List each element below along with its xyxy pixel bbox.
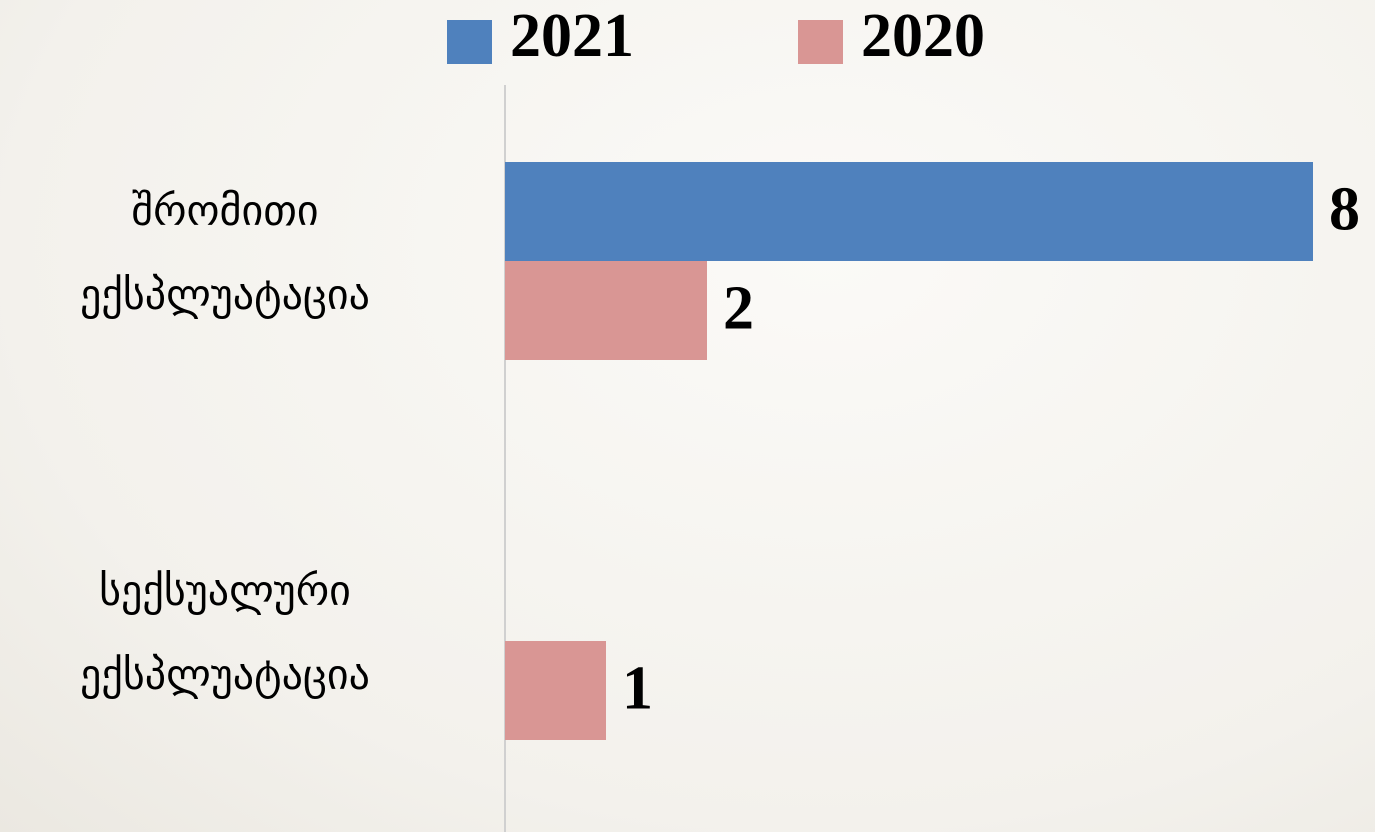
legend-swatch xyxy=(798,20,843,64)
bar xyxy=(505,641,606,740)
legend-label: 2021 xyxy=(510,2,634,70)
bar xyxy=(505,261,707,360)
category-label: შრომითი ექსპლუატაცია xyxy=(80,186,370,319)
category-label: სექსუალური ექსპლუატაცია xyxy=(80,566,370,699)
legend-swatch xyxy=(447,20,492,64)
value-label: 8 xyxy=(1329,176,1360,244)
bar xyxy=(505,162,1313,261)
value-label: 2 xyxy=(723,275,754,343)
value-label: 1 xyxy=(622,655,653,723)
legend-label: 2020 xyxy=(861,2,985,70)
